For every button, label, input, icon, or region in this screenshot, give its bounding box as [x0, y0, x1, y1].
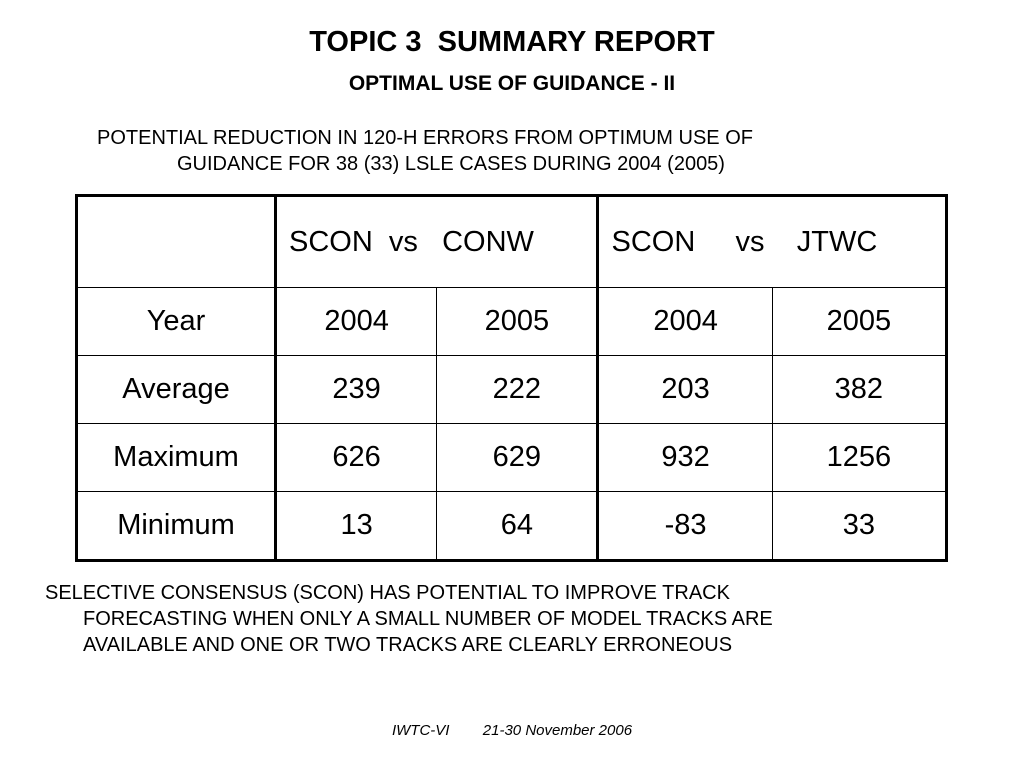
intro-paragraph: POTENTIAL REDUCTION IN 120-H ERRORS FROM…	[97, 125, 977, 177]
table-cell: 33	[771, 491, 948, 561]
summary-table: SCON vs CONW SCON vs JTWC Year 2004 2005…	[75, 194, 948, 562]
slide-title: TOPIC 3 SUMMARY REPORT	[309, 26, 715, 58]
table-cell: 222	[436, 355, 600, 424]
table-cell: 64	[436, 491, 600, 561]
table-cell: 2005	[771, 287, 948, 356]
conclusion-line-1: SELECTIVE CONSENSUS (SCON) HAS POTENTIAL…	[45, 582, 730, 604]
table-cell: 629	[436, 423, 600, 492]
table-cell: 2005	[436, 287, 600, 356]
table-cell: 932	[597, 423, 773, 492]
table-cell: 2004	[274, 287, 438, 356]
table-row: Year 2004 2005 2004 2005	[76, 287, 948, 356]
slide-subtitle: OPTIMAL USE OF GUIDANCE - II	[348, 72, 676, 95]
table-cell: 2004	[597, 287, 773, 356]
row-label: Minimum	[76, 491, 277, 561]
group-header-scon-conw: SCON vs CONW	[274, 195, 600, 288]
table-corner-cell	[76, 195, 277, 288]
table-cell: 203	[597, 355, 773, 424]
table-cell: 13	[274, 491, 438, 561]
row-label: Year	[76, 287, 277, 356]
table-row: Minimum 13 64 -83 33	[76, 491, 948, 561]
intro-line-2: GUIDANCE FOR 38 (33) LSLE CASES DURING 2…	[177, 153, 725, 175]
table-cell: 382	[771, 355, 948, 424]
intro-line-1: POTENTIAL REDUCTION IN 120-H ERRORS FROM…	[97, 127, 753, 149]
row-label: Maximum	[76, 423, 277, 492]
group-header-scon-jtwc: SCON vs JTWC	[597, 195, 947, 288]
slide-footer: IWTC-VI 21-30 November 2006	[391, 722, 633, 739]
table-cell: -83	[597, 491, 773, 561]
conclusion-paragraph: SELECTIVE CONSENSUS (SCON) HAS POTENTIAL…	[45, 580, 1005, 658]
row-label: Average	[76, 355, 277, 424]
table-cell: 1256	[771, 423, 948, 492]
table-row: Maximum 626 629 932 1256	[76, 423, 948, 492]
table-row: Average 239 222 203 382	[76, 355, 948, 424]
table-cell: 239	[274, 355, 438, 424]
table-cell: 626	[274, 423, 438, 492]
conclusion-line-2: FORECASTING WHEN ONLY A SMALL NUMBER OF …	[83, 608, 773, 630]
conclusion-line-3: AVAILABLE AND ONE OR TWO TRACKS ARE CLEA…	[83, 634, 733, 656]
table-header-row: SCON vs CONW SCON vs JTWC	[76, 195, 947, 288]
